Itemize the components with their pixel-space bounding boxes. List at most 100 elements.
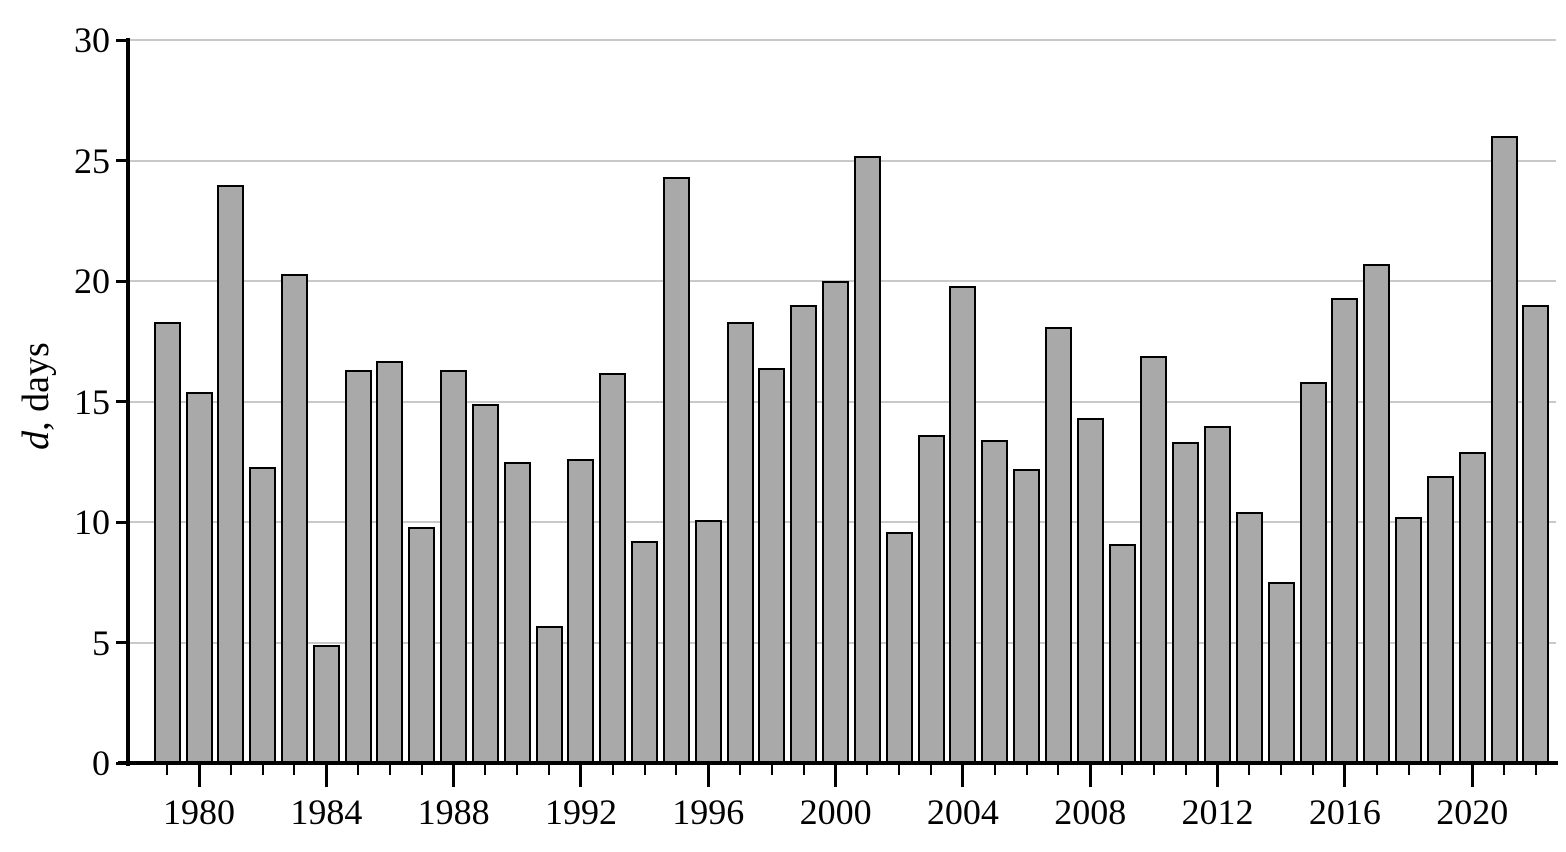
y-tick-10	[116, 520, 128, 524]
bar-2005	[981, 440, 1009, 763]
bar-1992	[567, 459, 595, 763]
bar-1993	[599, 372, 627, 763]
bar-1982	[249, 466, 277, 763]
bar-1979	[153, 321, 181, 763]
x-tick-label-2016: 2016	[1308, 792, 1381, 832]
x-tick-minor-1985	[357, 765, 360, 775]
x-tick-minor-1982	[261, 765, 264, 775]
x-tick-1992	[579, 765, 583, 787]
x-tick-minor-2018	[1407, 765, 1410, 775]
x-tick-minor-2002	[898, 765, 901, 775]
bar-1998	[758, 367, 786, 763]
y-gridline-25	[130, 159, 1556, 162]
x-tick-minor-1983	[293, 765, 296, 775]
x-tick-minor-1990	[516, 765, 519, 775]
bar-2002	[885, 531, 913, 763]
x-tick-minor-1997	[739, 765, 742, 775]
x-tick-minor-2001	[866, 765, 869, 775]
y-axis-spine	[126, 38, 130, 766]
x-tick-label-2004: 2004	[926, 792, 999, 832]
bar-1984	[312, 644, 340, 763]
bar-1997	[726, 321, 754, 763]
x-tick-label-1996: 1996	[672, 792, 745, 832]
y-tick-label-25: 25	[74, 140, 110, 181]
bar-2017	[1363, 264, 1391, 763]
x-tick-minor-2014	[1280, 765, 1283, 775]
x-tick-2004	[961, 765, 965, 787]
bar-1983	[280, 273, 308, 763]
bar-2014	[1267, 582, 1295, 763]
x-tick-minor-2015	[1312, 765, 1315, 775]
bar-1995	[662, 177, 690, 763]
x-tick-minor-1986	[388, 765, 391, 775]
bar-2006	[1013, 468, 1041, 763]
y-tick-20	[116, 279, 128, 283]
x-tick-minor-1994	[643, 765, 646, 775]
x-tick-label-1984: 1984	[290, 792, 363, 832]
x-tick-minor-1999	[802, 765, 805, 775]
x-tick-minor-2021	[1503, 765, 1506, 775]
x-tick-2000	[834, 765, 838, 787]
x-tick-label-1992: 1992	[544, 792, 617, 832]
bar-1991	[535, 625, 563, 763]
y-tick-label-15: 15	[74, 381, 110, 422]
x-axis-spine	[118, 761, 1558, 765]
bar-2001	[853, 155, 881, 763]
x-tick-minor-2007	[1057, 765, 1060, 775]
x-tick-minor-2010	[1152, 765, 1155, 775]
x-tick-minor-1981	[229, 765, 232, 775]
x-tick-minor-2006	[1025, 765, 1028, 775]
bar-1999	[790, 305, 818, 763]
bar-2019	[1426, 476, 1454, 763]
x-tick-minor-2003	[930, 765, 933, 775]
bar-2021	[1490, 136, 1518, 763]
x-tick-minor-2019	[1439, 765, 1442, 775]
x-tick-minor-1989	[484, 765, 487, 775]
bar-2015	[1299, 382, 1327, 763]
x-tick-minor-1991	[548, 765, 551, 775]
y-tick-25	[116, 159, 128, 162]
y-tick-label-20: 20	[74, 261, 110, 301]
x-tick-minor-2005	[993, 765, 996, 775]
y-axis-label-variable: d	[15, 430, 57, 450]
bar-1988	[440, 370, 468, 763]
x-tick-minor-1987	[420, 765, 423, 775]
x-tick-minor-1979	[166, 765, 169, 775]
bar-1989	[471, 403, 499, 763]
x-tick-minor-1998	[770, 765, 773, 775]
bar-2022	[1522, 305, 1550, 763]
bar-2011	[1172, 442, 1200, 763]
x-tick-minor-2009	[1121, 765, 1124, 775]
bar-1980	[185, 391, 213, 763]
y-tick-5	[116, 641, 128, 644]
bar-2004	[949, 285, 977, 763]
bar-2016	[1331, 297, 1359, 763]
bar-1987	[408, 526, 436, 763]
x-tick-minor-1993	[611, 765, 614, 775]
bar-2013	[1235, 512, 1263, 763]
x-tick-minor-2017	[1375, 765, 1378, 775]
bar-2008	[1076, 418, 1104, 763]
y-tick-30	[116, 38, 128, 42]
x-tick-minor-2013	[1248, 765, 1251, 775]
bar-1996	[694, 519, 722, 763]
x-tick-minor-2011	[1184, 765, 1187, 775]
x-tick-label-1980: 1980	[163, 792, 235, 832]
x-tick-minor-2022	[1534, 765, 1537, 775]
bar-2012	[1204, 425, 1232, 763]
x-tick-label-2020: 2020	[1436, 792, 1509, 832]
bar-1994	[631, 541, 659, 763]
y-tick-label-0: 0	[92, 743, 110, 783]
x-tick-label-2008: 2008	[1054, 792, 1127, 832]
x-tick-minor-1995	[675, 765, 678, 775]
x-tick-1980	[197, 765, 201, 787]
x-tick-1984	[324, 765, 328, 787]
bar-2009	[1108, 543, 1136, 763]
bar-2003	[917, 435, 945, 763]
x-tick-label-1988: 1988	[417, 792, 490, 832]
bar-2007	[1044, 326, 1072, 763]
bar-1981	[217, 184, 245, 763]
x-tick-1996	[706, 765, 710, 787]
x-tick-2020	[1470, 765, 1474, 787]
